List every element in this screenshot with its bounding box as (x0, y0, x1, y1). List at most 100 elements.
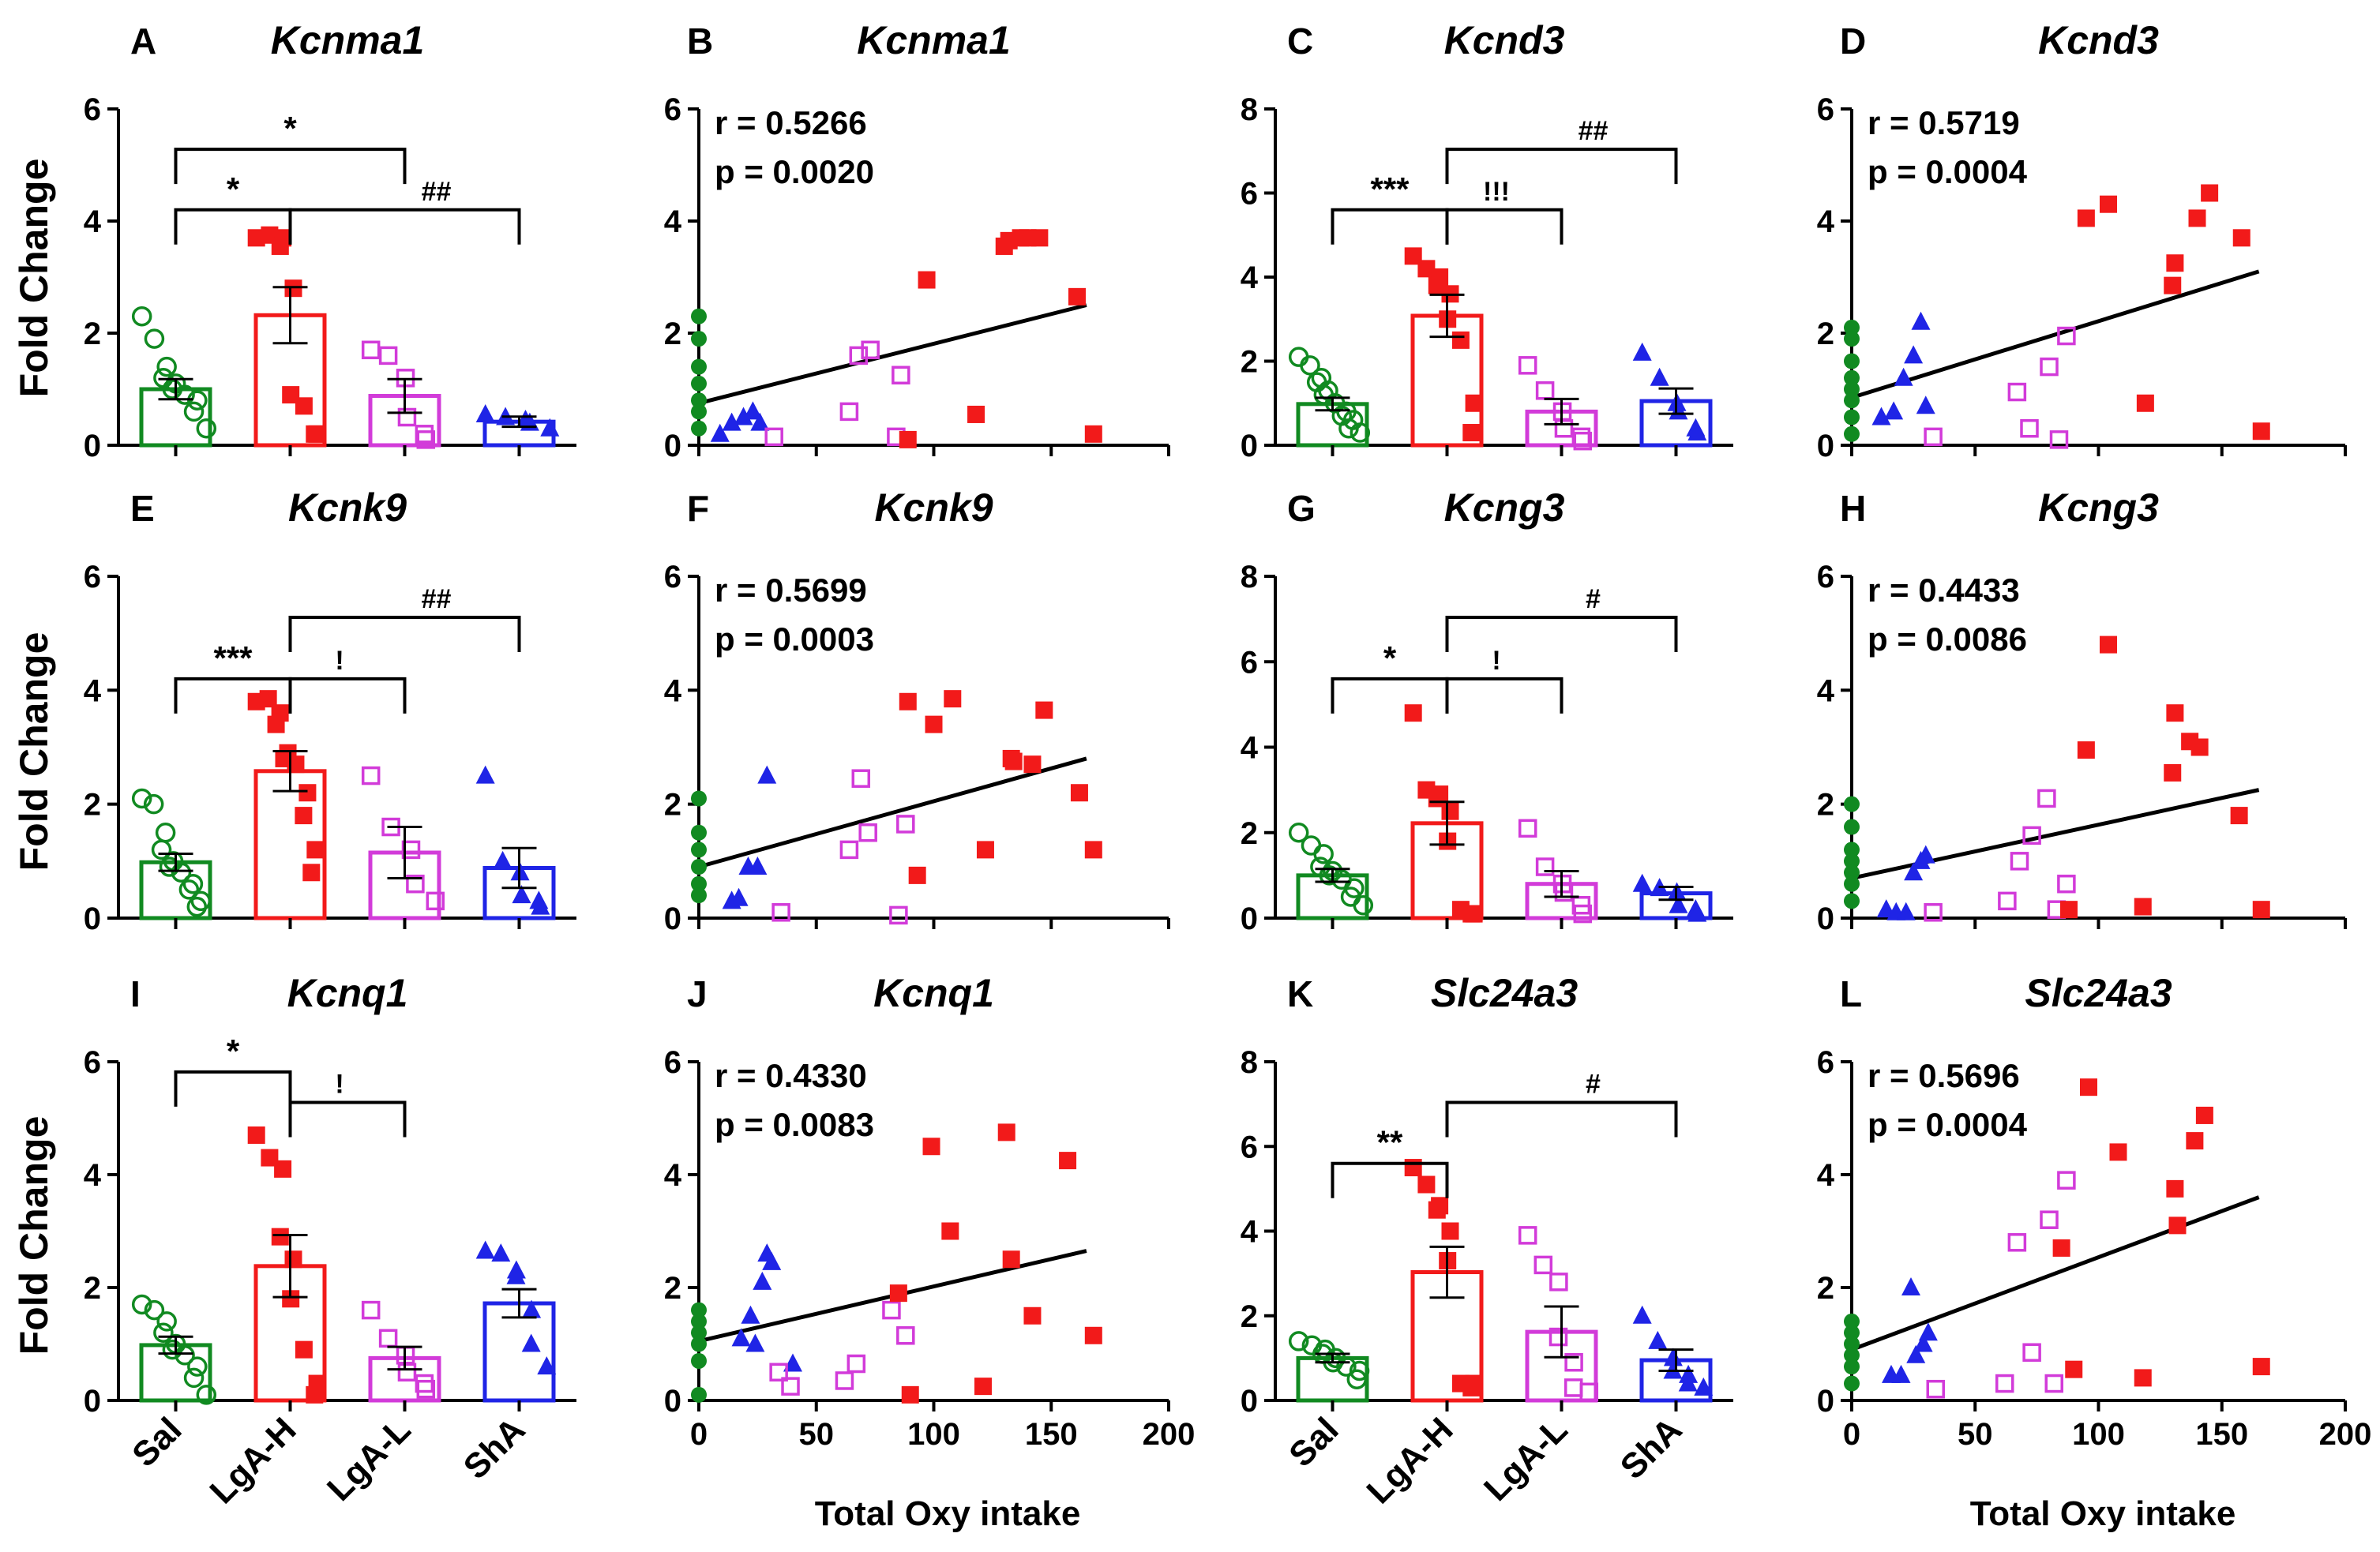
y-tick-label: 2 (1817, 788, 1834, 823)
r-value: r = 0.5719 (1868, 104, 2020, 141)
point-Sal (1844, 353, 1860, 369)
panel-title: Kcnma1 (857, 18, 1011, 62)
point-ShA (729, 887, 749, 906)
y-tick-label: 2 (84, 1271, 101, 1306)
point-LgA-H (1428, 276, 1446, 294)
point-Sal (1300, 355, 1320, 376)
panel-letter: I (130, 973, 141, 1014)
point-LgA-L (889, 905, 908, 925)
point-LgA-H (306, 841, 325, 859)
point-LgA-H (247, 229, 265, 247)
point-Sal (1844, 819, 1860, 835)
point-LgA-H (302, 864, 321, 882)
category-label: ShA (1613, 1410, 1690, 1486)
point-LgA-L (851, 769, 871, 788)
category-label: LgA-L (1477, 1410, 1575, 1508)
significance-label: ## (422, 177, 452, 207)
point-Sal (1844, 875, 1860, 892)
point-LgA-L (1549, 1327, 1568, 1347)
point-LgA-H (295, 1340, 313, 1359)
point-LgA-H (899, 692, 917, 710)
p-value: p = 0.0003 (715, 620, 874, 658)
point-ShA (753, 1271, 772, 1290)
point-Sal (151, 839, 172, 860)
point-LgA-L (835, 1371, 854, 1390)
x-tick-label: 0 (690, 1417, 708, 1452)
point-LgA-H (261, 1149, 279, 1167)
point-ShA (1678, 1373, 1698, 1392)
point-Sal (691, 875, 707, 892)
point-Sal (1353, 895, 1374, 916)
point-LgA-L (2010, 852, 2029, 871)
point-LgA-H (259, 690, 277, 708)
point-LgA-H (889, 1284, 907, 1303)
point-LgA-L (1518, 1226, 1537, 1245)
point-LgA-H (2166, 704, 2184, 722)
y-tick-label: 6 (1241, 645, 1258, 680)
panel-G: G Kcng3 0 2 4 6 8 * ! # (1241, 485, 1733, 936)
point-Sal (1844, 1359, 1860, 1375)
y-tick-label: 6 (84, 1045, 101, 1080)
y-tick-label: 4 (84, 204, 102, 239)
y-tick-label: 2 (1817, 317, 1834, 351)
point-Sal (1844, 409, 1860, 425)
significance-label: ## (422, 584, 452, 614)
panel-I: I Kcnq1 0 2 4 6 Sal LgA-H LgA-L ShA *! (84, 971, 576, 1511)
point-LgA-H (901, 1385, 919, 1404)
point-LgA-H (2052, 1239, 2070, 1257)
point-LgA-H (282, 1290, 300, 1308)
point-Sal (691, 1352, 707, 1369)
point-ShA (1663, 1348, 1683, 1366)
point-LgA-H (267, 715, 285, 733)
point-LgA-L (771, 903, 790, 922)
panel-letter: G (1287, 488, 1316, 529)
point-Sal (691, 1336, 707, 1352)
panel-letter: J (687, 973, 708, 1014)
point-ShA (475, 403, 495, 422)
point-LgA-H (1035, 701, 1053, 719)
y-tick-label: 8 (1241, 92, 1258, 127)
panel-title: Slc24a3 (1431, 971, 1578, 1015)
panel-letter: B (687, 21, 713, 62)
x-tick-label: 50 (799, 1417, 835, 1452)
y-tick-label: 0 (1241, 902, 1258, 936)
point-ShA (1904, 345, 1924, 364)
point-LgA-H (2188, 209, 2206, 227)
panel-letter: C (1287, 21, 1313, 62)
y-tick-label: 8 (1241, 560, 1258, 594)
point-ShA (1648, 1330, 1668, 1349)
point-LgA-L (361, 340, 381, 360)
y-tick-label: 2 (84, 788, 101, 823)
significance-bracket (1445, 677, 1564, 714)
significance-bracket (1445, 148, 1678, 185)
point-LgA-L (1518, 819, 1537, 838)
category-label: LgA-H (203, 1410, 304, 1511)
point-LgA-H (1404, 704, 1422, 722)
point-LgA-H (247, 1126, 265, 1144)
point-LgA-L (896, 1326, 915, 1345)
panel-L: L Slc24a3 0 2 4 6 0 50 100 150 200 r = 0.5696 p = 0.… (1817, 971, 2372, 1452)
significance-bracket (1331, 677, 1449, 714)
y-tick-label: 6 (664, 1045, 681, 1080)
point-ShA (1896, 902, 1916, 920)
point-LgA-L (1535, 857, 1555, 876)
point-ShA (1632, 342, 1652, 361)
significance-label: ! (335, 1069, 343, 1099)
point-ShA (741, 1305, 760, 1324)
significance-bracket (174, 1070, 292, 1107)
x-tick-label: 50 (1958, 1417, 1993, 1452)
panel-F: F Kcnk9 0 2 4 6 r = 0.5699 p = 0.0003 (664, 485, 1170, 936)
point-LgA-H (2164, 276, 2182, 294)
y-tick-label: 0 (1817, 902, 1834, 936)
y-tick-label: 6 (1817, 560, 1834, 594)
y-tick-label: 0 (1241, 429, 1258, 463)
point-LgA-H (2060, 901, 2078, 919)
point-Sal (186, 896, 208, 917)
point-LgA-L (1924, 903, 1943, 922)
point-ShA (493, 850, 512, 869)
y-tick-label: 4 (1241, 731, 1259, 766)
y-tick-label: 6 (84, 92, 101, 127)
point-LgA-H (899, 430, 917, 448)
point-Sal (1844, 331, 1860, 347)
point-LgA-L (849, 346, 869, 366)
